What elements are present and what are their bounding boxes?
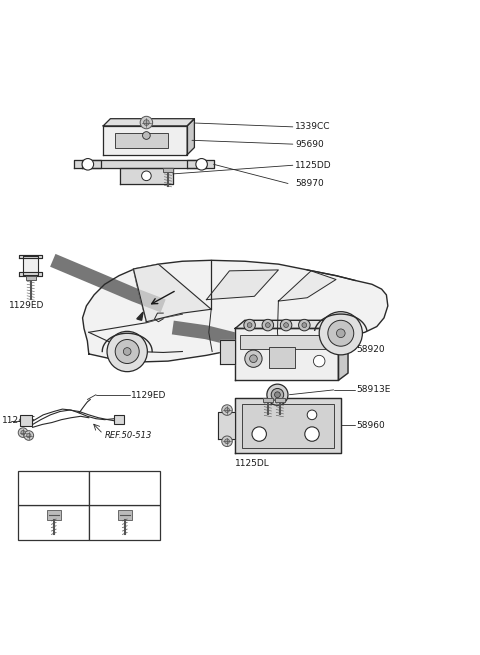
Circle shape: [305, 427, 319, 441]
Circle shape: [313, 356, 325, 367]
Text: 58960: 58960: [357, 421, 385, 430]
Polygon shape: [206, 270, 278, 299]
Bar: [114, 415, 124, 424]
Polygon shape: [133, 264, 211, 322]
Circle shape: [144, 120, 149, 125]
Bar: [115, 133, 168, 147]
Circle shape: [271, 388, 284, 401]
Circle shape: [143, 132, 150, 140]
Circle shape: [265, 323, 270, 328]
Polygon shape: [187, 160, 214, 168]
Bar: [89, 470, 160, 505]
Text: 58913E: 58913E: [357, 385, 391, 394]
Bar: [20, 415, 32, 426]
Polygon shape: [220, 339, 235, 364]
Polygon shape: [103, 119, 194, 126]
Polygon shape: [83, 260, 388, 362]
Polygon shape: [235, 398, 341, 453]
Circle shape: [140, 117, 153, 129]
Text: 1125DL: 1125DL: [235, 459, 270, 468]
Circle shape: [262, 320, 274, 331]
Text: 1129ED: 1129ED: [131, 391, 167, 400]
Circle shape: [307, 410, 317, 420]
Bar: [18, 470, 89, 505]
Circle shape: [280, 320, 292, 331]
Polygon shape: [137, 312, 143, 320]
Polygon shape: [82, 160, 206, 168]
Polygon shape: [235, 320, 348, 328]
Bar: [269, 346, 295, 368]
Circle shape: [299, 320, 310, 331]
Text: 1339CC: 1339CC: [295, 122, 331, 132]
Text: 1124AF: 1124AF: [2, 416, 36, 425]
Bar: [89, 505, 160, 540]
Text: 1123AL: 1123AL: [37, 483, 70, 493]
Polygon shape: [278, 271, 336, 301]
Text: REF.50-513: REF.50-513: [105, 431, 152, 440]
Polygon shape: [19, 272, 42, 276]
Circle shape: [328, 320, 354, 346]
Text: 1125DD: 1125DD: [295, 160, 332, 170]
Circle shape: [21, 430, 25, 435]
Bar: [26, 276, 36, 280]
Text: 58970: 58970: [295, 179, 324, 188]
Circle shape: [302, 323, 307, 328]
Bar: [118, 510, 132, 520]
Polygon shape: [338, 320, 348, 381]
Polygon shape: [19, 255, 42, 258]
Text: 1123GT: 1123GT: [108, 483, 142, 493]
Circle shape: [225, 439, 229, 443]
Circle shape: [142, 171, 151, 181]
Circle shape: [225, 407, 229, 413]
Bar: [18, 505, 89, 540]
Circle shape: [123, 348, 131, 356]
Bar: [47, 510, 61, 520]
Circle shape: [252, 427, 266, 441]
Bar: [242, 404, 334, 447]
Circle shape: [196, 159, 207, 170]
Circle shape: [222, 405, 232, 415]
Bar: [240, 335, 334, 349]
Text: 58920: 58920: [357, 345, 385, 354]
Circle shape: [26, 434, 31, 438]
Bar: [263, 398, 273, 402]
Text: 95690: 95690: [295, 140, 324, 149]
Polygon shape: [23, 257, 38, 274]
Circle shape: [250, 355, 257, 362]
Circle shape: [222, 436, 232, 447]
Circle shape: [247, 323, 252, 328]
Polygon shape: [74, 160, 101, 168]
Circle shape: [245, 350, 262, 367]
Polygon shape: [218, 413, 235, 439]
Circle shape: [275, 392, 280, 398]
Polygon shape: [187, 119, 194, 155]
Circle shape: [244, 320, 255, 331]
Bar: [275, 398, 285, 402]
Polygon shape: [120, 168, 173, 183]
Polygon shape: [103, 126, 187, 155]
Circle shape: [267, 384, 288, 405]
Circle shape: [107, 331, 147, 371]
Circle shape: [18, 428, 28, 438]
Circle shape: [115, 339, 139, 364]
Text: 1129ED: 1129ED: [9, 301, 44, 310]
Circle shape: [319, 312, 362, 355]
Circle shape: [82, 159, 94, 170]
Circle shape: [284, 323, 288, 328]
Circle shape: [336, 329, 345, 337]
Circle shape: [24, 431, 34, 440]
Bar: [163, 168, 173, 172]
Polygon shape: [235, 328, 338, 381]
